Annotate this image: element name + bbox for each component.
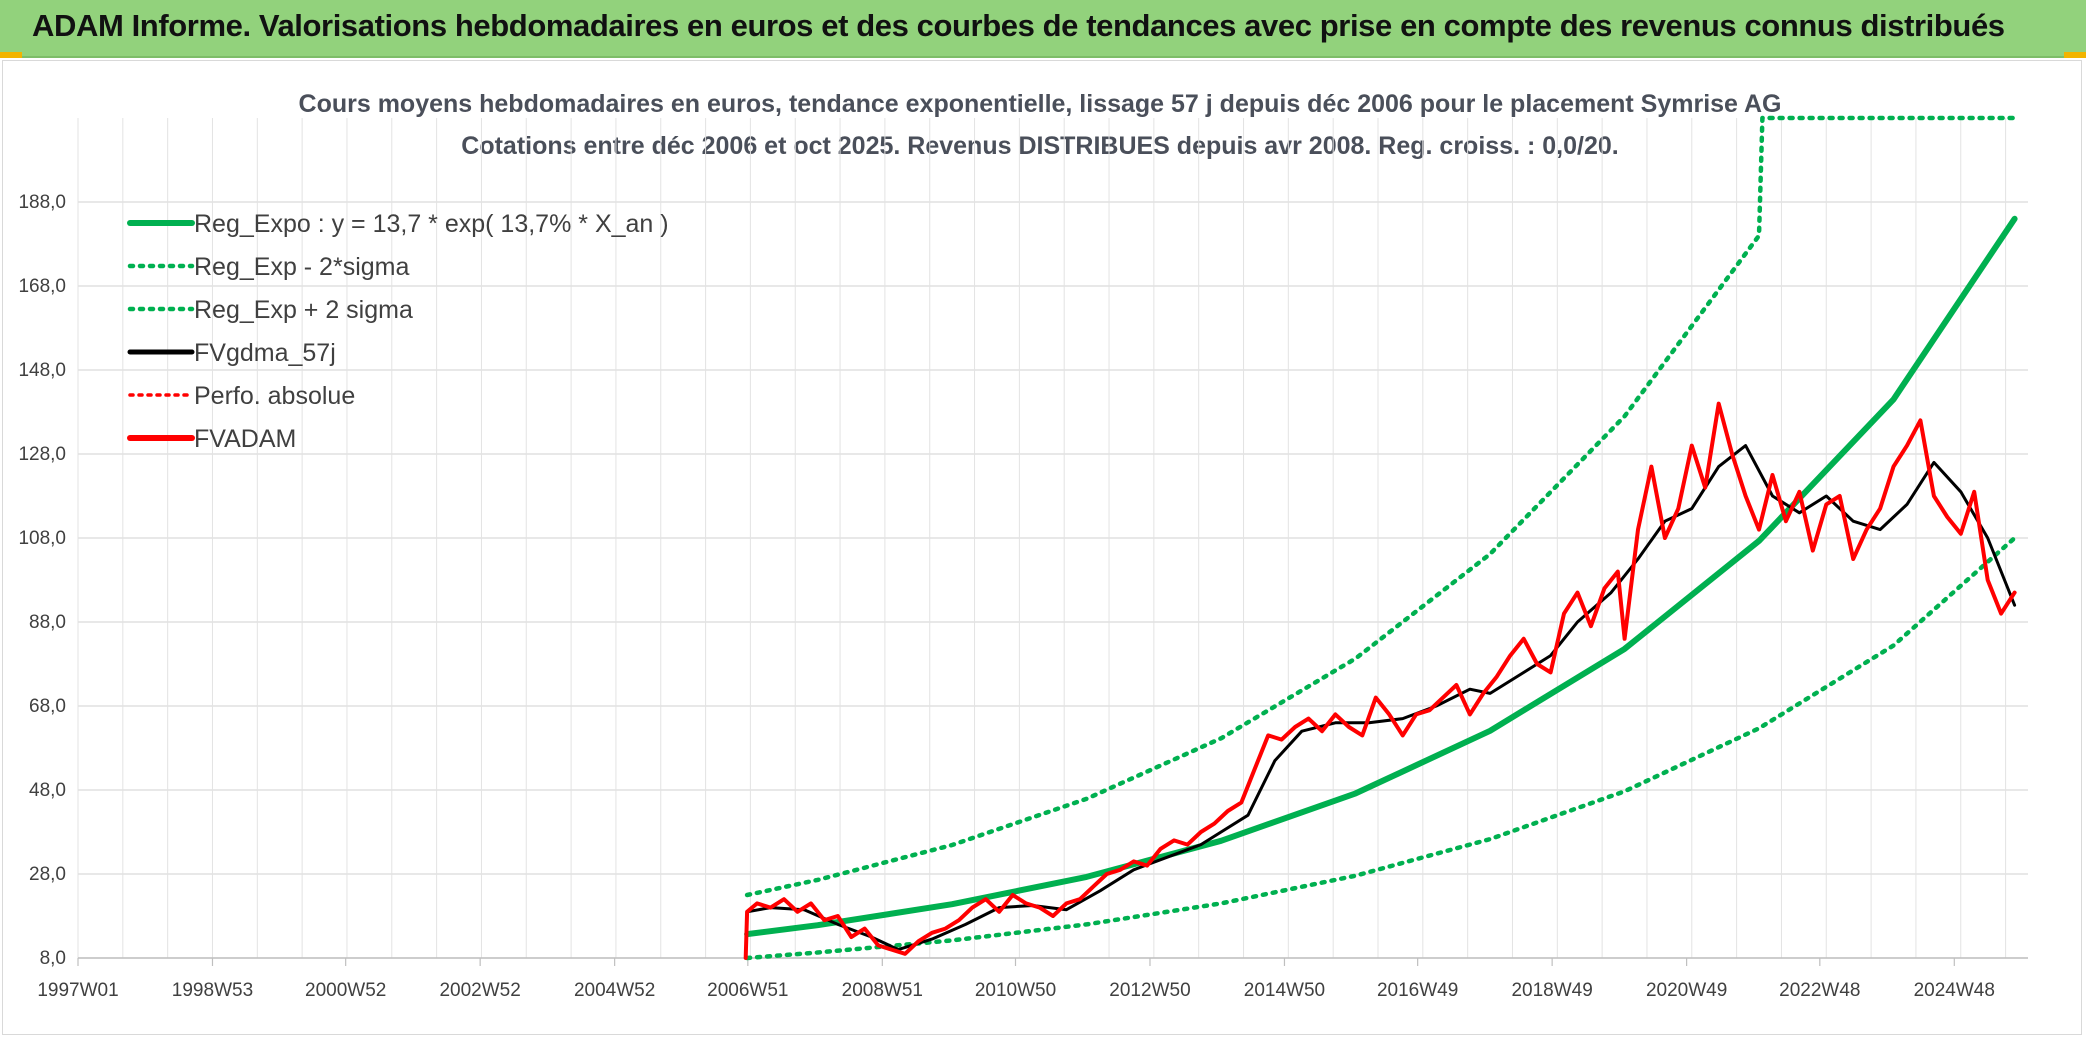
x-axis-ticks: 1997W01 1998W53 2000W52 2002W52 2004W52 2006W… [37,958,1995,1001]
legend-label: Reg_Exp + 2 sigma [194,296,413,324]
chart-title-line2: Cotations entre déc 2006 et oct 2025. Re… [461,132,1618,160]
chart-frame [2,60,2082,1035]
y-tick-label: 148,0 [18,360,66,381]
y-tick-label: 108,0 [18,528,66,549]
legend-label: Reg_Exp - 2*sigma [194,253,409,281]
header-corner-accent-left [0,52,22,58]
x-tick-label: 2012W50 [1109,980,1190,1001]
grid-lines [77,118,2028,959]
legend-label: Perfo. absolue [194,382,355,410]
series-line-1 [744,535,2017,961]
y-tick-label: 128,0 [18,444,66,465]
y-tick-label: 188,0 [18,192,66,213]
x-tick-label: 2002W52 [439,980,520,1001]
x-tick-label: 2006W51 [707,980,788,1001]
y-axis-ticks: 8,0 28,0 48,0 68,0 88,0 108,0 128,0 148,0 168,0 1… [18,192,66,969]
x-tick-label: 2016W49 [1377,980,1458,1001]
series-lines [743,115,2018,961]
x-tick-label: 1997W01 [37,980,118,1001]
x-tick-label: 2010W50 [975,980,1056,1001]
x-tick-label: 2000W52 [305,980,386,1001]
chart-legend: Reg_Expo : y = 13,7 * exp( 13,7% * X_an … [127,210,669,453]
x-tick-label: 2008W51 [842,980,923,1001]
report-header: ADAM Informe. Valorisations hebdomadaire… [0,0,2086,58]
series-line-2 [744,115,2017,898]
y-tick-label: 68,0 [29,696,66,717]
legend-label: FVgdma_57j [194,339,336,367]
x-tick-label: 2014W50 [1244,980,1325,1001]
x-tick-label: 2024W48 [1914,980,1995,1001]
legend-label: Reg_Expo : y = 13,7 * exp( 13,7% * X_an … [194,210,669,238]
y-tick-label: 8,0 [40,948,66,969]
report-title: ADAM Informe. Valorisations hebdomadaire… [32,8,2005,43]
legend-label: FVADAM [194,425,296,453]
x-tick-label: 2018W49 [1511,980,1592,1001]
y-tick-label: 88,0 [29,612,66,633]
x-tick-label: 2022W48 [1779,980,1860,1001]
y-tick-label: 168,0 [18,276,66,297]
x-tick-label: 2004W52 [574,980,655,1001]
chart-title-line1: Cours moyens hebdomadaires en euros, ten… [299,90,1782,118]
y-tick-label: 28,0 [29,864,66,885]
series-line-0 [744,215,2018,938]
x-tick-label: 2020W49 [1646,980,1727,1001]
header-corner-accent-right [2064,52,2086,58]
series-line-4 [743,401,2017,960]
y-tick-label: 48,0 [29,780,66,801]
x-tick-label: 1998W53 [172,980,253,1001]
